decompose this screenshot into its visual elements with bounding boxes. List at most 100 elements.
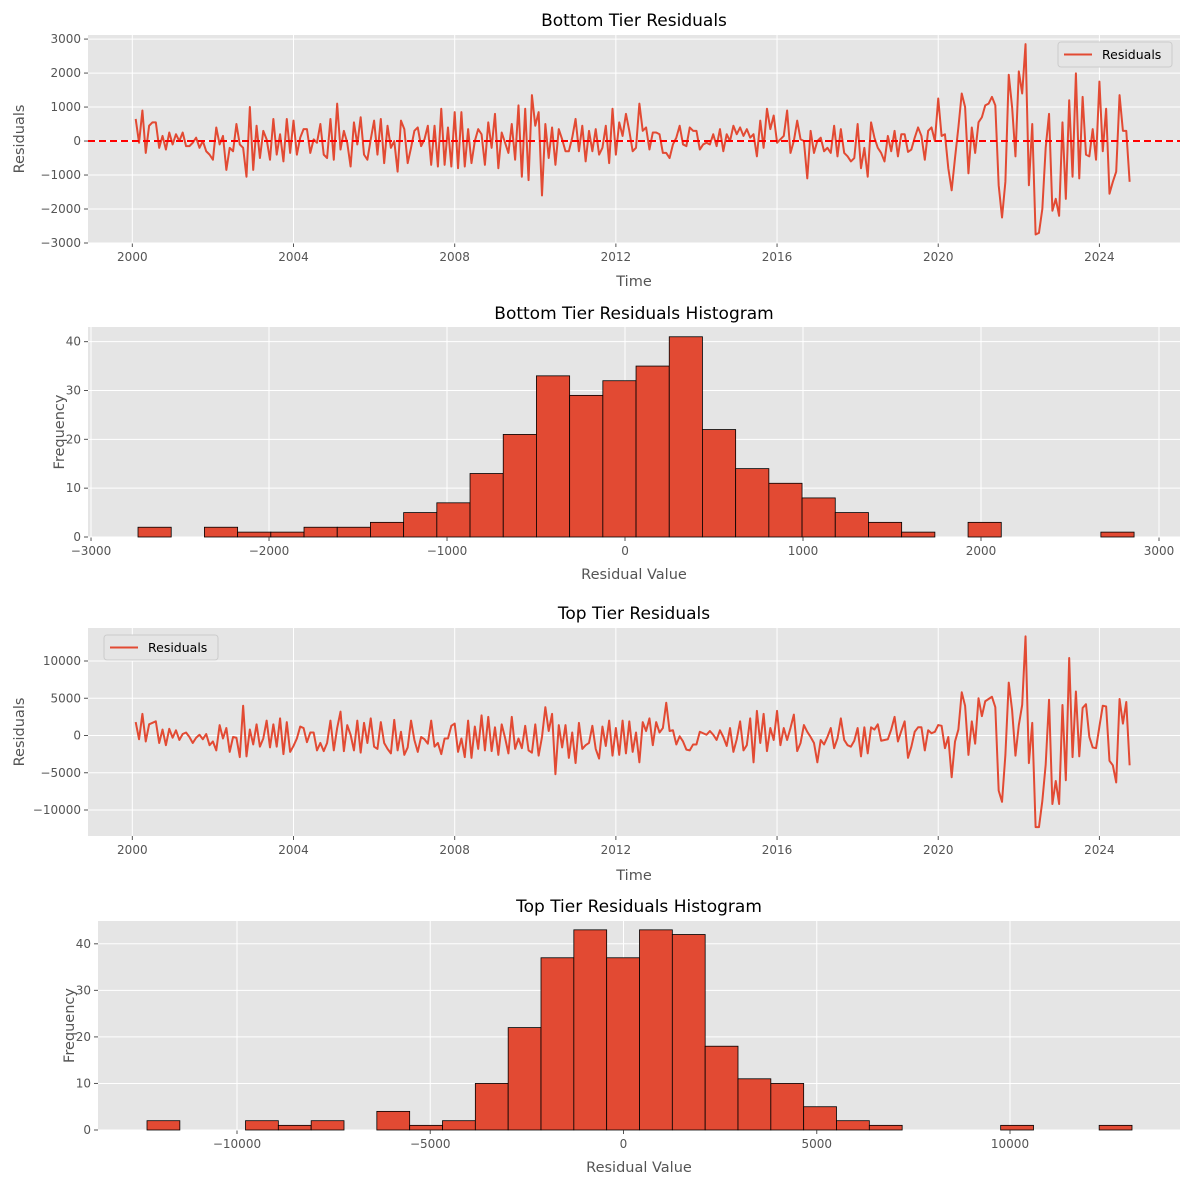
- histogram-bar: [836, 1120, 870, 1131]
- histogram-bar: [737, 1078, 772, 1131]
- histogram-bar: [540, 957, 575, 1131]
- x-tick-label: −3000: [71, 544, 112, 558]
- x-tick-label: 0: [620, 1137, 628, 1151]
- y-tick-label: 1000: [50, 100, 81, 114]
- y-tick-label: −10000: [33, 803, 81, 817]
- histogram-bar: [704, 1045, 739, 1131]
- histogram-bar: [237, 531, 272, 538]
- x-tick-label: −10000: [213, 1137, 261, 1151]
- histogram-bar: [310, 1120, 345, 1131]
- histogram-bar: [801, 497, 836, 538]
- histogram-bar: [569, 394, 604, 538]
- histogram-bar: [277, 1124, 312, 1131]
- chart-title: Top Tier Residuals Histogram: [515, 897, 762, 917]
- y-tick-label: −5000: [40, 766, 81, 780]
- x-tick-label: 3000: [1144, 544, 1175, 558]
- histogram-bar: [1098, 1124, 1133, 1131]
- histogram-bar: [146, 1120, 181, 1131]
- residuals-line: [134, 635, 1131, 829]
- histogram-bar: [606, 957, 640, 1131]
- histogram-bar: [868, 521, 903, 538]
- chart-title: Top Tier Residuals: [557, 604, 710, 624]
- y-tick-label: 10: [76, 1076, 91, 1090]
- y-tick-label: 20: [76, 1030, 91, 1044]
- legend-label: Residuals: [148, 640, 207, 655]
- x-tick-label: 2012: [601, 250, 632, 264]
- histogram-bar: [270, 531, 305, 538]
- chart-title: Bottom Tier Residuals: [541, 11, 727, 31]
- y-tick-label: 30: [76, 983, 91, 997]
- histogram-bar: [336, 526, 371, 538]
- y-tick-label: 2000: [50, 66, 81, 80]
- y-tick-label: 20: [66, 432, 81, 446]
- histogram-bar: [1100, 531, 1135, 538]
- histogram-bar: [639, 929, 673, 1131]
- y-tick-label: 30: [66, 383, 81, 397]
- histogram-bar: [442, 1120, 476, 1131]
- legend: Residuals: [103, 634, 219, 661]
- histogram-bar: [635, 365, 670, 538]
- histogram-bar: [502, 434, 537, 538]
- y-tick-label: −1000: [40, 168, 81, 182]
- histogram-bar: [507, 1027, 542, 1131]
- legend-label: Residuals: [1102, 47, 1161, 62]
- subplot-2: −3000 −2000 −1000 0 1000 2000 3000 0 10 20 30 40 Bot…: [52, 304, 1180, 583]
- histogram-bar: [602, 380, 637, 538]
- legend-box: [103, 634, 219, 661]
- legend-box: [1057, 41, 1173, 68]
- histogram-bar: [303, 526, 338, 538]
- x-tick-label: 2004: [278, 250, 309, 264]
- x-tick-label: −2000: [249, 544, 290, 558]
- y-tick-label: 10000: [43, 654, 81, 668]
- histogram-bar: [668, 336, 703, 538]
- x-tick-label: 2024: [1084, 250, 1115, 264]
- y-tick-label: 40: [76, 937, 91, 951]
- x-tick-label: 2004: [278, 843, 309, 857]
- histogram-bar: [376, 1110, 411, 1131]
- histogram-bar: [469, 473, 504, 538]
- x-tick-label: 10000: [991, 1137, 1029, 1151]
- y-tick-label: 0: [73, 530, 81, 544]
- x-axis-label: Time: [615, 274, 652, 290]
- x-tick-label: 2024: [1084, 843, 1115, 857]
- y-axis-label: Residuals: [12, 105, 28, 174]
- x-tick-label: 2000: [117, 843, 148, 857]
- subplot-1: 2000 2004 2008 2012 2016 2020 2024 −3000 −2000 −1…: [12, 11, 1180, 290]
- y-tick-label: −2000: [40, 202, 81, 216]
- plot-area: [88, 628, 1180, 836]
- y-tick-label: 0: [83, 1123, 91, 1137]
- histogram-bar: [137, 526, 172, 538]
- x-tick-label: 2000: [117, 250, 148, 264]
- x-axis-label: Residual Value: [586, 1160, 692, 1176]
- y-tick-label: 5000: [50, 691, 81, 705]
- x-tick-label: 2008: [439, 250, 470, 264]
- chart-title: Bottom Tier Residuals Histogram: [494, 304, 773, 324]
- x-axis-label: Time: [615, 868, 652, 884]
- y-axis-label: Frequency: [52, 394, 68, 469]
- histogram-bar: [204, 526, 239, 538]
- histogram-bar: [370, 521, 405, 538]
- x-tick-label: 2000: [966, 544, 997, 558]
- histogram-bar: [474, 1083, 509, 1131]
- x-tick-label: −5000: [410, 1137, 451, 1151]
- x-tick-label: 5000: [801, 1137, 832, 1151]
- x-tick-label: 2016: [762, 250, 793, 264]
- subplot-4: −10000 −5000 0 5000 10000 0 10 20 30 40 Top Tier R…: [62, 897, 1180, 1176]
- x-tick-label: 2020: [923, 250, 954, 264]
- x-tick-label: 0: [621, 544, 629, 558]
- plot-area: [88, 35, 1180, 243]
- histogram-bar: [702, 429, 737, 538]
- y-axis-label: Residuals: [12, 698, 28, 767]
- x-tick-label: 2012: [601, 843, 632, 857]
- x-tick-label: 1000: [788, 544, 819, 558]
- x-tick-label: 2016: [762, 843, 793, 857]
- histogram-bar: [245, 1120, 279, 1131]
- histogram-bar: [403, 512, 438, 538]
- histogram-bar: [671, 934, 706, 1131]
- histogram-bar: [768, 482, 803, 538]
- histogram-bar: [803, 1106, 837, 1131]
- histogram-bar: [1000, 1124, 1034, 1131]
- histogram-bar: [868, 1124, 903, 1131]
- y-tick-label: 0: [73, 134, 81, 148]
- y-tick-label: 40: [66, 335, 81, 349]
